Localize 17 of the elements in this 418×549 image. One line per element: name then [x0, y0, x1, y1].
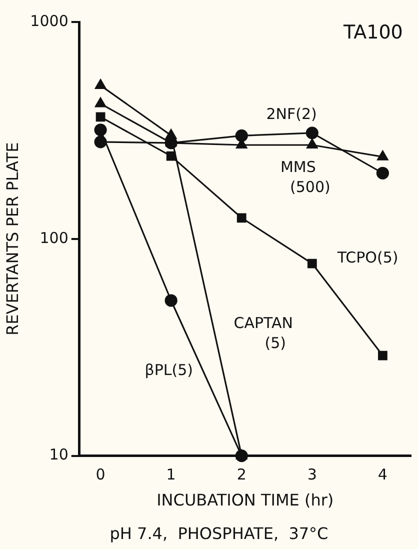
x-tick-label: 1	[166, 466, 176, 484]
y-tick-label: 10	[49, 446, 68, 464]
x-axis-title: INCUBATION TIME (hr)	[156, 490, 334, 510]
chart-title: TA100	[342, 21, 403, 44]
y-tick-label: 1000	[30, 12, 68, 30]
x-tick-label: 3	[307, 466, 317, 484]
series-label: 2NF(2)	[266, 105, 317, 124]
x-tick-label: 0	[96, 466, 106, 484]
y-tick-label: 100	[40, 228, 68, 247]
series-label: TCPO(5)	[336, 248, 398, 266]
series-label: MMS (500)	[280, 158, 330, 196]
series-label: CAPTAN (5)	[234, 314, 294, 352]
text: pH 7.4, PHOSPHATE, 37°C	[110, 524, 328, 544]
x-tick-label: 4	[378, 466, 388, 484]
x-tick-label: 2	[236, 466, 246, 484]
y-axis-title: REVERTANTS PER PLATE	[2, 142, 22, 336]
series-label: βPL(5)	[144, 361, 194, 380]
